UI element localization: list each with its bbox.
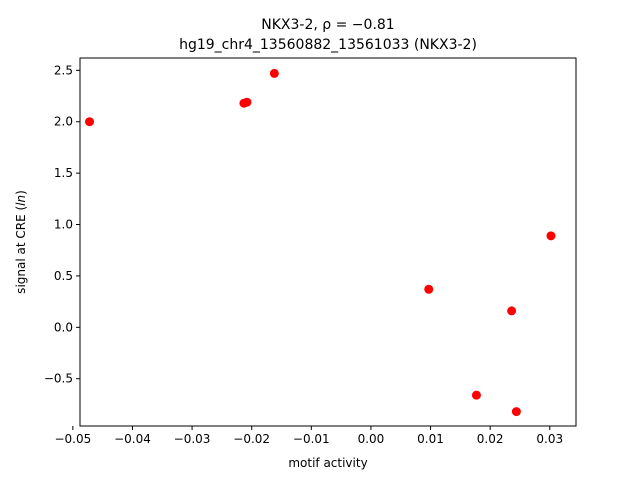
y-axis-ticks: −0.5 0.0 0.5 1.0 1.5 2.0 2.5 [44,63,80,386]
chart-title: NKX3-2, ρ = −0.81 [261,17,394,33]
y-axis-label: signal at CRE (ln) [14,190,28,294]
y-tick-label: −0.5 [44,372,73,386]
chart-subtitle: hg19_chr4_13560882_13561033 (NKX3-2) [179,37,477,53]
data-point [546,231,556,241]
x-tick-label: −0.01 [293,432,330,446]
x-tick-label: 0.03 [536,432,563,446]
y-tick-label: 1.0 [54,218,73,232]
data-point [511,407,521,417]
x-tick-label: −0.02 [233,432,270,446]
y-tick-label: 0.5 [54,269,73,283]
y-tick-label: 0.0 [54,320,73,334]
y-tick-label: 2.5 [54,63,73,77]
data-point [269,68,279,78]
data-point [471,390,481,400]
data-point [507,306,517,316]
x-tick-label: 0.00 [358,432,385,446]
x-axis-label: motif activity [288,456,367,470]
x-tick-label: −0.04 [114,432,151,446]
y-tick-label: 1.5 [54,166,73,180]
data-point [242,97,252,107]
x-tick-label: −0.05 [54,432,91,446]
data-points [85,68,556,417]
data-point [85,117,95,127]
data-point [424,284,434,294]
y-tick-label: 2.0 [54,115,73,129]
x-tick-label: 0.02 [477,432,504,446]
x-axis-ticks: −0.05 −0.04 −0.03 −0.02 −0.01 0.00 0.01 0.02 0.0… [54,426,563,446]
plot-frame [79,57,577,427]
plot-area [80,58,576,426]
x-tick-label: −0.03 [174,432,211,446]
x-tick-label: 0.01 [417,432,444,446]
